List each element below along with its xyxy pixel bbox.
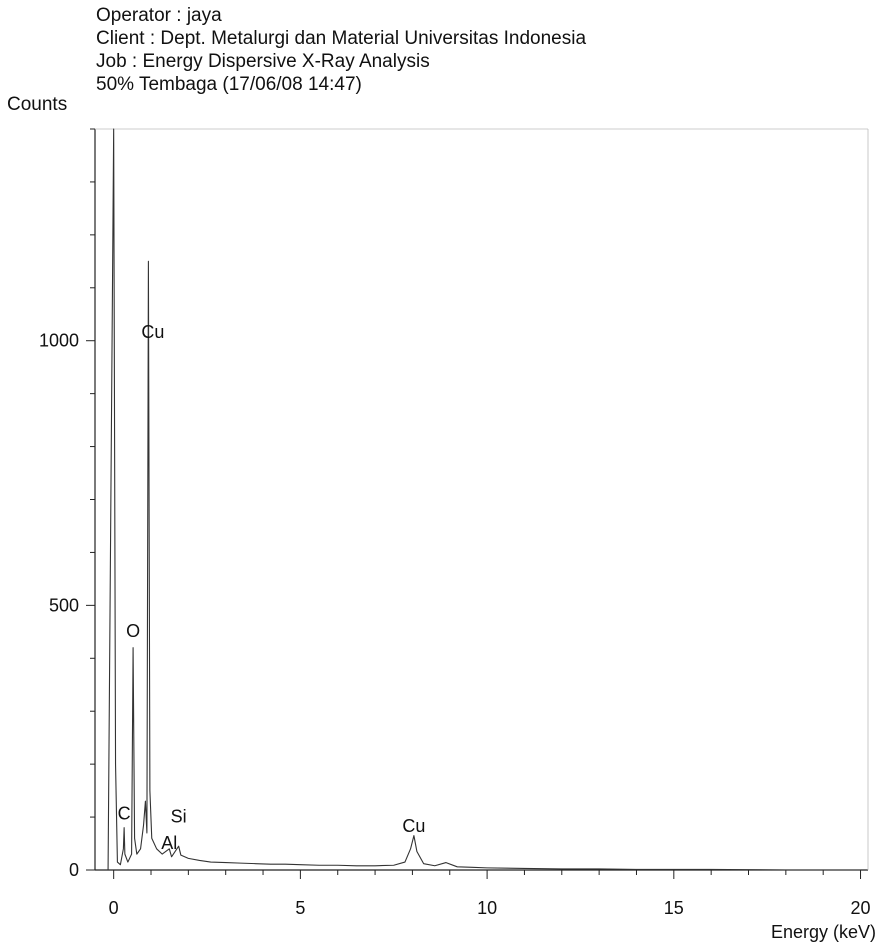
- y-tick-label: 1000: [39, 331, 79, 351]
- x-tick-label: 5: [295, 898, 305, 918]
- sample-line: 50% Tembaga (17/06/08 14:47): [96, 74, 362, 95]
- x-tick-label: 15: [664, 898, 684, 918]
- plot-frame: [94, 128, 869, 871]
- peak-label-al: Al: [161, 833, 177, 853]
- y-tick-label: 0: [69, 860, 79, 880]
- x-tick-label: 10: [477, 898, 497, 918]
- peak-annotations: Cu O C Si Al Cu: [118, 322, 426, 853]
- job-line: Job : Energy Dispersive X-Ray Analysis: [96, 51, 430, 72]
- report-header: Operator : jaya Client : Dept. Metalurgi…: [96, 4, 586, 96]
- peak-label-o: O: [126, 621, 140, 641]
- y-axis-label: Counts: [7, 94, 68, 115]
- x-tick-label: 20: [851, 898, 871, 918]
- x-axis-label: Energy (keV): [771, 922, 876, 942]
- operator-line: Operator : jaya: [96, 5, 222, 26]
- peak-label-cu: Cu: [402, 816, 425, 836]
- spectrum-line: [107, 128, 861, 871]
- spectrum-series: [107, 128, 861, 871]
- peak-label-cu: Cu: [141, 322, 164, 342]
- x-tick-label: 0: [109, 898, 119, 918]
- client-line: Client : Dept. Metalurgi dan Material Un…: [96, 28, 587, 49]
- peak-label-c: C: [118, 804, 131, 824]
- y-tick-label: 500: [49, 595, 79, 615]
- peak-label-si: Si: [171, 806, 187, 826]
- axis-ticks: 0 5 10 15 20 0 500 1000: [39, 128, 871, 918]
